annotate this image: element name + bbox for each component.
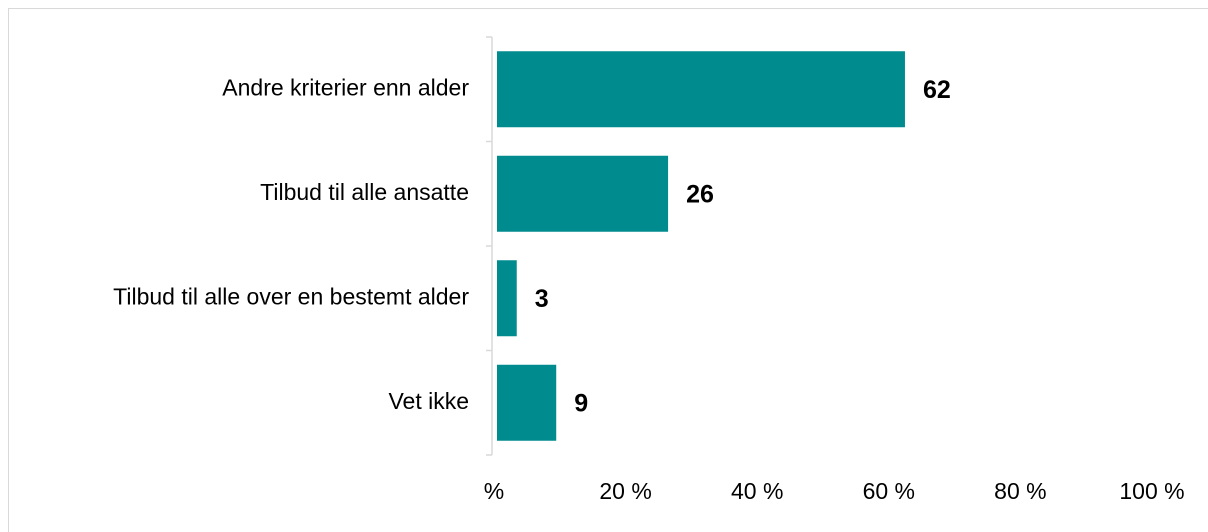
- y-tick-label: Tilbud til alle over en bestemt alder: [113, 283, 469, 309]
- value-label: 3: [535, 285, 549, 313]
- y-tick-label: Tilbud til alle ansatte: [260, 179, 469, 205]
- value-label: 9: [574, 389, 588, 417]
- x-tick-label: 60 %: [863, 478, 915, 504]
- x-tick-label: 20 %: [599, 478, 651, 504]
- x-tick-label: %: [484, 478, 504, 504]
- bar: [497, 155, 669, 232]
- chart-border: [8, 8, 1208, 532]
- y-tick-label: Andre kriterier enn alder: [222, 74, 469, 100]
- value-label: 62: [923, 76, 951, 104]
- x-tick-label: 80 %: [994, 478, 1046, 504]
- bar: [497, 260, 517, 337]
- value-label: 26: [686, 180, 714, 208]
- x-tick-label: 40 %: [731, 478, 783, 504]
- bar: [497, 51, 905, 128]
- y-tick-label: Vet ikke: [388, 388, 469, 414]
- bar: [497, 364, 557, 441]
- x-tick-label: 100 %: [1119, 478, 1184, 504]
